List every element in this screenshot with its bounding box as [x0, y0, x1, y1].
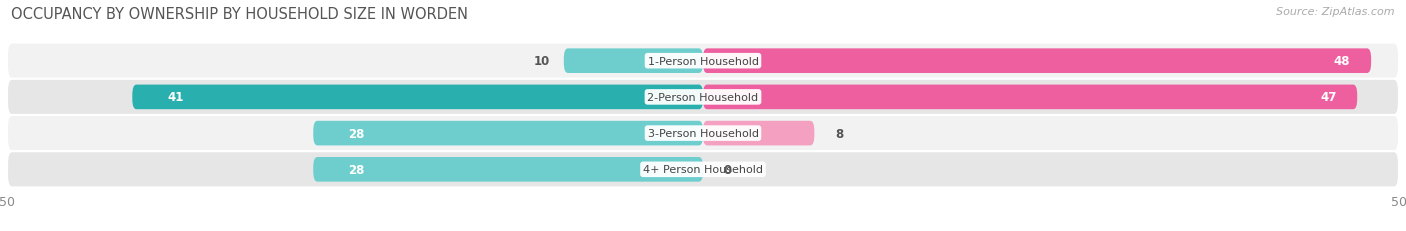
- FancyBboxPatch shape: [7, 116, 1399, 152]
- FancyBboxPatch shape: [7, 152, 1399, 188]
- Text: OCCUPANCY BY OWNERSHIP BY HOUSEHOLD SIZE IN WORDEN: OCCUPANCY BY OWNERSHIP BY HOUSEHOLD SIZE…: [11, 7, 468, 22]
- Text: 8: 8: [835, 127, 844, 140]
- Text: 28: 28: [349, 163, 364, 176]
- FancyBboxPatch shape: [7, 43, 1399, 79]
- Text: 10: 10: [534, 55, 550, 68]
- FancyBboxPatch shape: [564, 49, 703, 74]
- Text: Source: ZipAtlas.com: Source: ZipAtlas.com: [1277, 7, 1395, 17]
- FancyBboxPatch shape: [703, 85, 1357, 110]
- FancyBboxPatch shape: [703, 49, 1371, 74]
- Text: 1-Person Household: 1-Person Household: [648, 56, 758, 66]
- FancyBboxPatch shape: [132, 85, 703, 110]
- Text: 28: 28: [349, 127, 364, 140]
- FancyBboxPatch shape: [7, 79, 1399, 116]
- Text: 41: 41: [167, 91, 183, 104]
- Text: 0: 0: [724, 163, 733, 176]
- FancyBboxPatch shape: [314, 121, 703, 146]
- Text: 47: 47: [1320, 91, 1336, 104]
- Text: 2-Person Household: 2-Person Household: [647, 92, 759, 103]
- Text: 4+ Person Household: 4+ Person Household: [643, 165, 763, 175]
- FancyBboxPatch shape: [703, 121, 814, 146]
- Text: 48: 48: [1334, 55, 1350, 68]
- Text: 3-Person Household: 3-Person Household: [648, 128, 758, 139]
- FancyBboxPatch shape: [314, 157, 703, 182]
